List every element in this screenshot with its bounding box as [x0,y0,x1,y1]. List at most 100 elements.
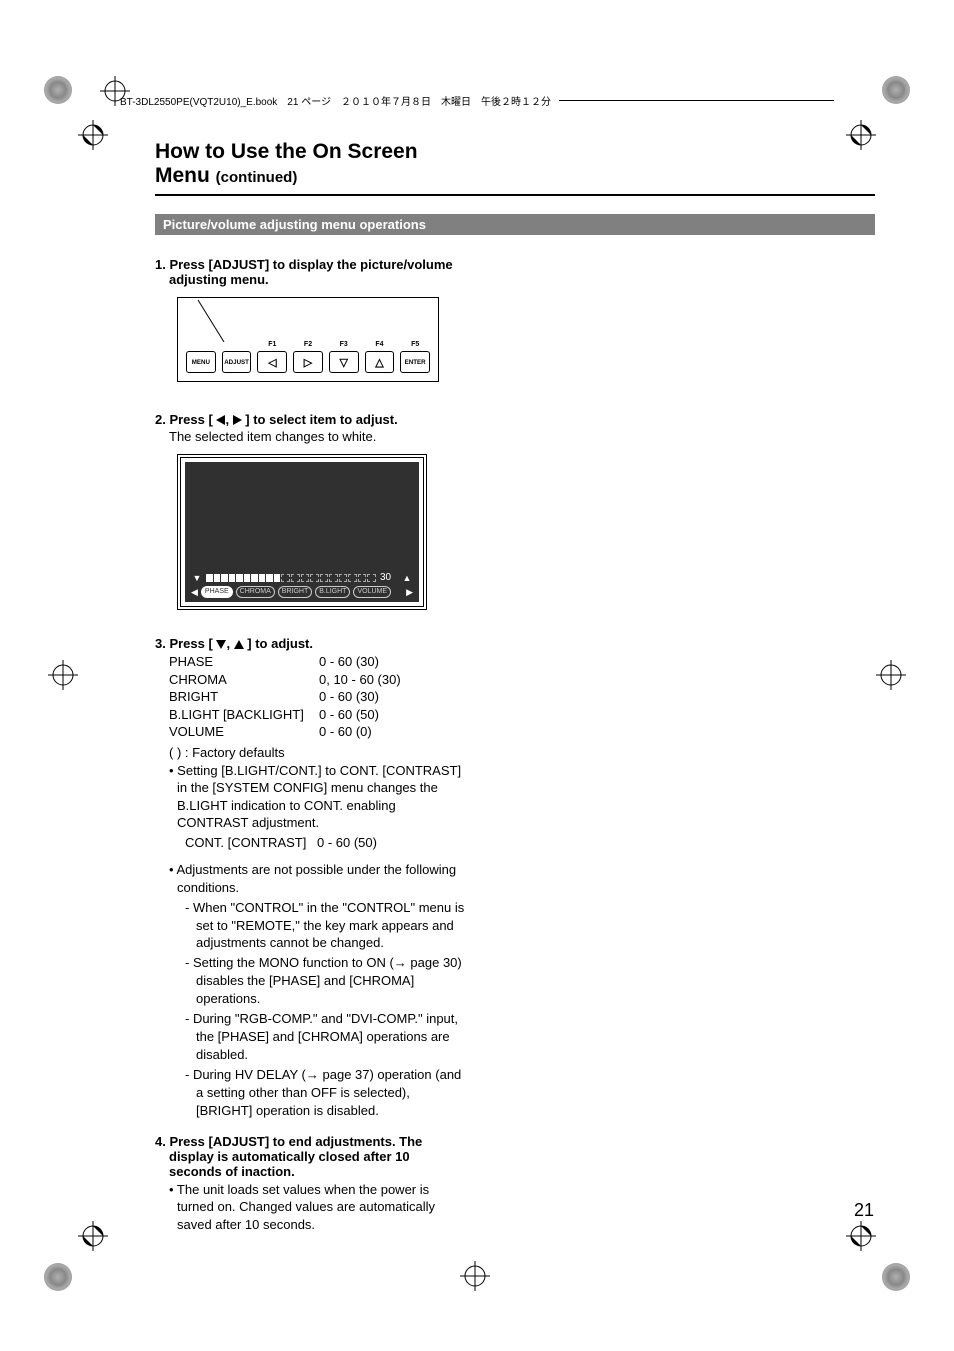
osd-bar-segment [274,574,281,582]
osd-bar-segment [206,574,213,582]
osd-bar-segment [266,574,273,582]
osd-bar-segment [281,574,290,582]
registration-mark [882,1263,910,1291]
cont-val: 0 - 60 (50) [317,835,377,850]
step2-heading: 2. Press [ , ] to select item to adjust. [155,412,465,427]
osd-bar-segment [339,574,348,582]
remote-button: F3 ▽ [329,340,359,373]
param-row: PHASE0 - 60 (30) [169,653,465,671]
blight-note: • Setting [B.LIGHT/CONT.] to CONT. [CONT… [155,762,465,832]
conditions-head: • Adjustments are not possible under the… [155,861,465,896]
osd-bar-segment [310,574,319,582]
up-arrow-key-icon: △ [365,351,395,373]
content-column: How to Use the On Screen Menu (continued… [155,140,465,1235]
param-key: CHROMA [169,671,319,689]
crop-mark-icon [846,120,876,150]
osd-bar-segment [221,574,228,582]
condition-item: - During HV DELAY (→ page 37) operation … [185,1066,465,1120]
contrast-row: CONT. [CONTRAST]0 - 60 (50) [155,834,465,852]
osd-bar-segment [291,574,300,582]
crop-mark-icon [78,120,108,150]
registration-mark [882,76,910,104]
step2-text-c: ] to select item to adjust. [242,412,398,427]
condition-item: - During "RGB-COMP." and "DVI-COMP." inp… [185,1010,465,1064]
cont-key: CONT. [CONTRAST] [185,834,317,852]
param-value: 0 - 60 (50) [319,706,379,724]
left-arrow-key-icon: ◁ [257,351,287,373]
step3-text-c: ] to adjust. [244,636,313,651]
osd-bar-segment [329,574,338,582]
remote-button-label: F5 [400,340,430,349]
osd-bar-segment [244,574,251,582]
up-arrow-icon [234,640,244,649]
step2-sub: The selected item changes to white. [155,429,465,444]
remote-button-label: F3 [329,340,359,349]
crop-mark-icon [78,1221,108,1251]
parameter-table: PHASE0 - 60 (30)CHROMA0, 10 - 60 (30)BRI… [155,653,465,741]
osd-up-icon: ▲ [401,573,413,583]
remote-button-label: F4 [365,340,395,349]
page-title: How to Use the On Screen Menu (continued… [155,140,465,188]
step4-note: • The unit loads set values when the pow… [155,1181,465,1234]
down-arrow-icon [216,640,226,649]
remote-button: MENU [186,340,216,373]
remote-button-box: ENTER [400,351,430,373]
osd-display-figure: ▼ 30 ▲ ◀ PHASECHROMABRIGHTB.LIGHTVOLUME … [177,454,427,610]
param-key: VOLUME [169,723,319,741]
osd-bar-segment [348,574,357,582]
param-value: 0 - 60 (30) [319,688,379,706]
osd-bar-segment [214,574,221,582]
header-text: BT-3DL2550PE(VQT2U10)_E.book 21 ページ ２０１０… [120,93,551,108]
osd-value: 30 [380,572,398,583]
crop-mark-icon [48,660,78,690]
param-key: BRIGHT [169,688,319,706]
page-number: 21 [854,1200,874,1221]
condition-item: - Setting the MONO function to ON (→ pag… [185,954,465,1008]
osd-item-chip: B.LIGHT [315,586,350,598]
condition-item: - When "CONTROL" in the "CONTROL" menu i… [185,899,465,953]
remote-button-label [186,340,216,349]
title-sub: (continued) [216,169,298,186]
right-arrow-icon [233,415,242,425]
step3-text-a: 3. Press [ [155,636,216,651]
osd-bar-segment [229,574,236,582]
registration-mark [44,1263,72,1291]
osd-item-chip: BRIGHT [278,586,312,598]
osd-bar-segment [367,574,376,582]
param-row: VOLUME0 - 60 (0) [169,723,465,741]
remote-panel-figure: MENU ADJUST F1 ◁ F2▷ F3 ▽ F4 △ F5 ENTER [177,297,439,382]
remote-button: F2▷ [293,340,323,373]
param-key: PHASE [169,653,319,671]
osd-level-bar [206,574,377,582]
right-arrow-key-icon: ▷ [293,351,323,373]
header-strip: BT-3DL2550PE(VQT2U10)_E.book 21 ページ ２０１０… [120,90,834,110]
step2-text-a: 2. Press [ [155,412,216,427]
defaults-note: ( ) : Factory defaults [155,745,465,760]
param-key: B.LIGHT [BACKLIGHT] [169,706,319,724]
param-row: BRIGHT0 - 60 (30) [169,688,465,706]
page: BT-3DL2550PE(VQT2U10)_E.book 21 ページ ２０１０… [0,0,954,1351]
step4-heading: 4. Press [ADJUST] to end adjustments. Th… [155,1134,465,1179]
section-bar: Picture/volume adjusting menu operations [155,214,875,235]
osd-bar-segment [301,574,310,582]
step3-text-b: , [226,636,233,651]
crop-mark-icon [460,1261,490,1291]
osd-right-arrow-icon: ▶ [406,587,413,598]
step1-heading: 1. Press [ADJUST] to display the picture… [155,257,465,287]
remote-button: F1 ◁ [257,340,287,373]
down-arrow-key-icon: ▽ [329,351,359,373]
osd-item-chip: VOLUME [353,586,391,598]
crop-mark-icon [846,1221,876,1251]
remote-button: F4 △ [365,340,395,373]
header-rule [559,100,834,101]
remote-button-box: MENU [186,351,216,373]
remote-button-label: F1 [257,340,287,349]
param-row: B.LIGHT [BACKLIGHT]0 - 60 (50) [169,706,465,724]
conditions-list: - When "CONTROL" in the "CONTROL" menu i… [155,899,465,1120]
remote-button: ADJUST [222,340,252,373]
osd-bar-segment [259,574,266,582]
osd-bar-segment [251,574,258,582]
osd-left-arrow-icon: ◀ [191,587,198,598]
osd-bar-segment [358,574,367,582]
crop-mark-icon [876,660,906,690]
